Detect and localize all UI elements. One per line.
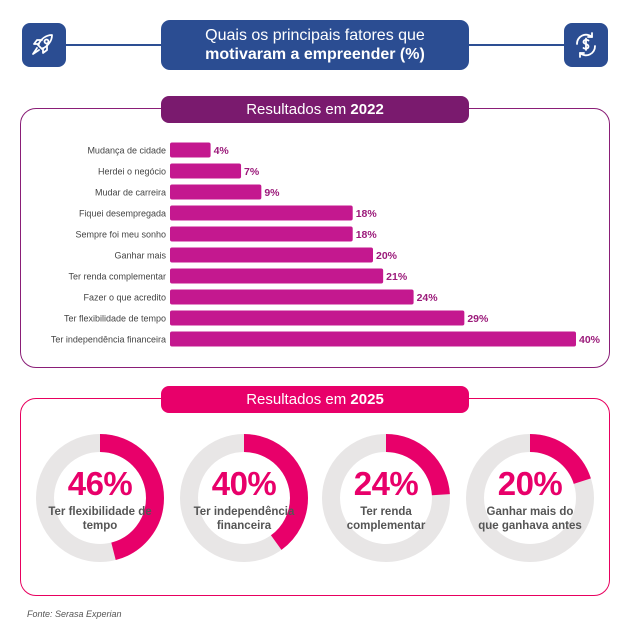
- bar-category-label: Mudar de carreira: [95, 188, 166, 198]
- bar: [170, 142, 211, 158]
- donut-percent: 40%: [211, 465, 277, 502]
- donut-ring: [322, 434, 450, 562]
- donut-ganhar-mais: 20% Ganhar mais do que ganhava antes: [465, 433, 595, 563]
- header-connector-right: [469, 44, 564, 46]
- results-2022-prefix: Resultados em: [246, 101, 351, 118]
- bar: [170, 163, 242, 179]
- donut-flexibilidade: 46% Ter flexibilidade de tempo: [35, 433, 165, 563]
- donut-percent: 20%: [497, 465, 563, 502]
- bar: [170, 226, 353, 242]
- bar-value-label: 4%: [214, 145, 230, 157]
- donut-ring: [180, 434, 308, 562]
- header-connector-left: [66, 44, 162, 46]
- donut-percent: 24%: [353, 465, 419, 502]
- donut-label: Ter renda complementar: [346, 506, 426, 532]
- source-note: Fonte: Serasa Experian: [27, 609, 122, 619]
- donut-independencia: 40% Ter independência financeira: [179, 433, 309, 563]
- bar: [170, 331, 576, 347]
- bar-value-label: 40%: [579, 334, 601, 346]
- donut-arc: [180, 434, 308, 562]
- bar-category-label: Fazer o que acredito: [83, 293, 166, 303]
- results-2025-year: 2025: [350, 391, 384, 408]
- rocket-icon-badge: [22, 23, 66, 67]
- bar: [170, 310, 465, 326]
- bar-value-label: 7%: [244, 166, 260, 178]
- bar-category-label: Mudança de cidade: [87, 146, 166, 156]
- bar-value-label: 20%: [376, 250, 398, 262]
- title-line-2: motivaram a empreender (%): [205, 46, 425, 63]
- money-icon-badge: [564, 23, 608, 67]
- donut-arc: [322, 434, 450, 562]
- bar: [170, 205, 353, 221]
- donut-label: Ganhar mais do que ganhava antes: [478, 506, 582, 532]
- bar-value-label: 29%: [467, 313, 489, 325]
- donut-arc: [36, 434, 164, 562]
- bar-value-label: 18%: [356, 229, 378, 241]
- results-2025-panel: [20, 398, 610, 596]
- results-2022-heading: Resultados em 2022: [161, 96, 469, 123]
- donut-ring: [466, 434, 594, 562]
- bar-category-label: Ter flexibilidade de tempo: [64, 314, 166, 324]
- results-2025-heading: Resultados em 2025: [161, 386, 469, 413]
- bar-category-label: Fiquei desempregada: [79, 209, 166, 219]
- donut-label: Ter flexibilidade de tempo: [48, 506, 152, 532]
- bar-category-label: Ter independência financeira: [51, 335, 166, 345]
- title-line-1: Quais os principais fatores que: [205, 27, 425, 44]
- results-2025-prefix: Resultados em: [246, 391, 351, 408]
- donut-percent: 46%: [67, 465, 133, 502]
- donut-label: Ter independência financeira: [193, 506, 295, 532]
- bar: [170, 247, 373, 263]
- bar-value-label: 9%: [264, 187, 280, 199]
- bar-value-label: 24%: [417, 292, 439, 304]
- bar: [170, 289, 414, 305]
- donut-ring: [36, 434, 164, 562]
- donut-arc: [466, 434, 594, 562]
- money-cycle-icon: [576, 32, 596, 58]
- bar-value-label: 18%: [356, 208, 378, 220]
- rocket-icon: [32, 34, 53, 55]
- bar-category-label: Ter renda complementar: [68, 272, 166, 282]
- bar-value-label: 21%: [386, 271, 408, 283]
- bar: [170, 184, 262, 200]
- bar-category-label: Herdei o negócio: [98, 167, 166, 177]
- bar-category-label: Ganhar mais: [114, 251, 166, 261]
- bar-category-label: Sempre foi meu sonho: [75, 230, 166, 240]
- page-title: Quais os principais fatores que motivara…: [161, 20, 469, 70]
- results-2022-year: 2022: [350, 101, 384, 118]
- donut-renda: 24% Ter renda complementar: [321, 433, 451, 563]
- bar: [170, 268, 384, 284]
